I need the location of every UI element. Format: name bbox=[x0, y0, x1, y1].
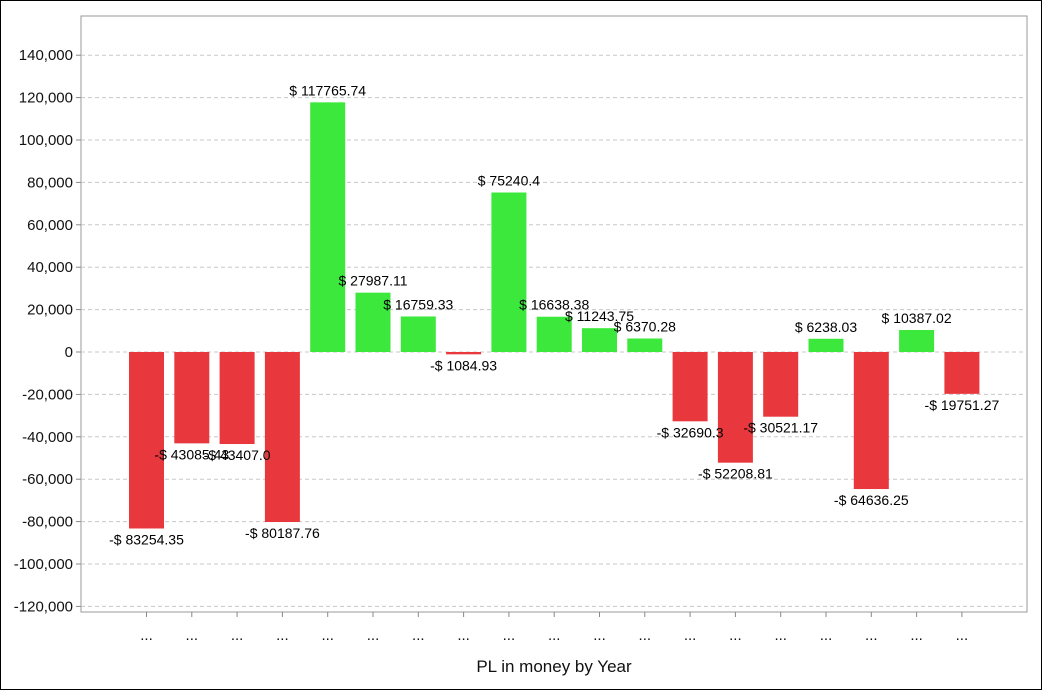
x-tick-label: ... bbox=[684, 627, 697, 644]
y-tick-label: 140,000 bbox=[19, 47, 73, 64]
bar-value-label: -$ 30521.17 bbox=[743, 420, 818, 436]
x-tick-label: ... bbox=[593, 627, 606, 644]
y-tick-label: 20,000 bbox=[27, 302, 73, 319]
bar bbox=[310, 102, 346, 352]
x-tick-label: ... bbox=[639, 627, 652, 644]
x-axis-title: PL in money by Year bbox=[476, 657, 632, 676]
x-tick-label: ... bbox=[367, 627, 380, 644]
x-tick-label: ... bbox=[457, 627, 470, 644]
bar-value-label: -$ 52208.81 bbox=[698, 466, 773, 482]
bar-value-label: $ 10387.02 bbox=[882, 310, 952, 326]
x-tick-label: ... bbox=[729, 627, 742, 644]
bar bbox=[853, 352, 889, 490]
x-tick-label: ... bbox=[956, 627, 969, 644]
x-tick-label: ... bbox=[774, 627, 787, 644]
y-tick-label: 0 bbox=[65, 344, 73, 361]
bar bbox=[808, 338, 844, 352]
bar bbox=[672, 352, 708, 422]
y-tick-label: -100,000 bbox=[14, 556, 73, 573]
bars bbox=[129, 102, 980, 529]
bar bbox=[400, 316, 436, 352]
bar bbox=[627, 338, 663, 352]
bar bbox=[174, 352, 210, 444]
data-labels: -$ 83254.35 -$ 43085.43-$ 43407.0 -$ 80187… bbox=[109, 82, 999, 547]
y-tick-label: -60,000 bbox=[22, 471, 73, 488]
bar bbox=[355, 292, 391, 352]
y-tick-label: -80,000 bbox=[22, 514, 73, 531]
bar-value-label: -$ 19751.27 bbox=[925, 397, 1000, 413]
bar bbox=[582, 328, 617, 352]
x-axis: ........................................… bbox=[140, 612, 968, 644]
plot-area bbox=[80, 15, 1028, 613]
bar-value-label: -$ 43085.43 bbox=[154, 446, 229, 462]
x-tick-label: ... bbox=[503, 627, 516, 644]
y-tick-label: 60,000 bbox=[27, 217, 73, 234]
bar-value-label: -$ 1084.93 bbox=[430, 357, 497, 373]
bar bbox=[264, 352, 300, 522]
bar-value-label: $ 117765.74 bbox=[289, 82, 366, 98]
bar bbox=[446, 352, 482, 355]
y-tick-label: 120,000 bbox=[19, 90, 73, 107]
bar-value-label: -$ 83254.35 bbox=[109, 531, 184, 547]
y-tick-label: 40,000 bbox=[27, 259, 73, 276]
bar-value-label: $ 75240.4 bbox=[478, 172, 540, 188]
y-tick-label: -40,000 bbox=[22, 429, 73, 446]
bar-value-label: $ 11243.75 bbox=[565, 308, 634, 324]
y-tick-label: -20,000 bbox=[22, 386, 73, 403]
bar-value-label: -$ 43407.0 bbox=[204, 447, 271, 463]
x-tick-label: ... bbox=[231, 627, 244, 644]
y-tick-label: -120,000 bbox=[14, 598, 73, 615]
y-tick-label: 100,000 bbox=[19, 132, 73, 149]
bar bbox=[944, 352, 980, 394]
bar bbox=[899, 329, 935, 352]
x-tick-label: ... bbox=[865, 627, 878, 644]
bar-value-label: -$ 64636.25 bbox=[834, 492, 909, 508]
x-tick-label: ... bbox=[276, 627, 289, 644]
bar-value-label: -$ 32690.3 bbox=[657, 424, 724, 440]
x-tick-label: ... bbox=[140, 627, 153, 644]
bar-value-label: -$ 80187.76 bbox=[245, 525, 320, 541]
bar bbox=[717, 352, 753, 463]
x-tick-label: ... bbox=[910, 627, 923, 644]
bar-value-label: $ 6370.28 bbox=[614, 318, 676, 334]
y-axis: -120,000 -100,000 -80,000 -60,000 -40,000 -20… bbox=[14, 47, 81, 615]
bar-value-label: $ 27987.11 bbox=[338, 273, 407, 289]
bar bbox=[763, 352, 799, 417]
bar bbox=[536, 316, 572, 352]
x-tick-label: ... bbox=[321, 627, 334, 644]
x-tick-label: ... bbox=[412, 627, 425, 644]
bar bbox=[491, 192, 527, 352]
x-tick-label: ... bbox=[548, 627, 561, 644]
bar-value-label: $ 16638.38 bbox=[519, 297, 589, 313]
bar bbox=[219, 352, 255, 445]
bar-value-label: $ 16759.33 bbox=[383, 296, 453, 312]
x-tick-label: ... bbox=[820, 627, 833, 644]
bar-value-label: $ 6238.03 bbox=[795, 319, 857, 335]
y-tick-label: 80,000 bbox=[27, 174, 73, 191]
x-tick-label: ... bbox=[186, 627, 199, 644]
bar bbox=[129, 352, 164, 529]
